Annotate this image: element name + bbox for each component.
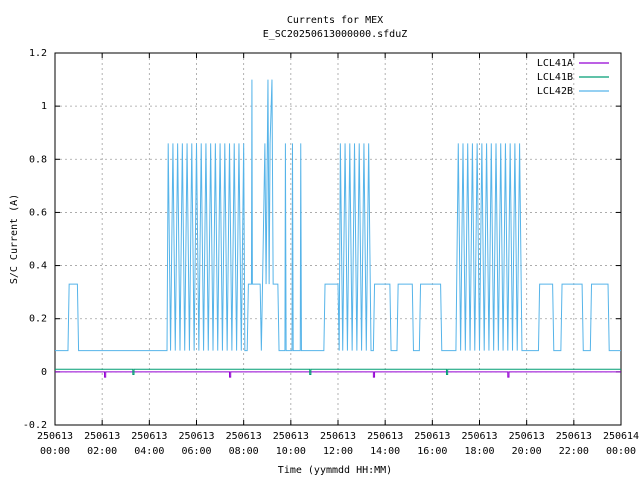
x-tick-label: 250613 20:00 xyxy=(508,431,545,457)
plot-border xyxy=(54,52,622,426)
legend-label: LCL41A xyxy=(537,58,573,69)
x-tick-label: 250613 22:00 xyxy=(555,431,592,457)
legend-label: LCL41B xyxy=(537,72,573,83)
x-tick-label: 250613 16:00 xyxy=(414,431,451,457)
x-tick-label: 250613 10:00 xyxy=(272,431,309,457)
y-tick-label: 0.4 xyxy=(29,261,47,272)
x-tick-label: 250613 04:00 xyxy=(131,431,168,457)
x-tick-label: 250613 06:00 xyxy=(178,431,215,457)
y-tick-label: 0.2 xyxy=(29,314,47,325)
y-tick-label: 1 xyxy=(41,101,47,112)
chart-subtitle: E_SC20250613000000.sfduZ xyxy=(263,29,408,40)
y-tick-label: 0 xyxy=(41,367,47,378)
x-tick-label: 250613 02:00 xyxy=(84,431,121,457)
x-tick-label: 250613 14:00 xyxy=(367,431,404,457)
y-tick-label: 0.6 xyxy=(29,207,47,218)
legend-label: LCL42B xyxy=(537,86,573,97)
y-tick-label: 1.2 xyxy=(29,48,47,59)
x-tick-label: 250614 00:00 xyxy=(602,431,640,457)
y-axis-label: S/C Current (A) xyxy=(9,194,20,284)
x-tick-label: 250613 00:00 xyxy=(36,431,74,457)
chart-title: Currents for MEX xyxy=(287,15,383,26)
x-tick-label: 250613 12:00 xyxy=(319,431,357,457)
x-axis-label: Time (yymmdd HH:MM) xyxy=(278,465,392,476)
series-line xyxy=(55,371,621,378)
series-line xyxy=(55,368,621,376)
y-tick-label: -0.2 xyxy=(23,420,47,431)
x-tick-label: 250613 08:00 xyxy=(225,431,262,457)
series-line xyxy=(55,79,621,352)
y-tick-label: 0.8 xyxy=(29,154,47,165)
x-tick-label: 250613 18:00 xyxy=(461,431,498,457)
